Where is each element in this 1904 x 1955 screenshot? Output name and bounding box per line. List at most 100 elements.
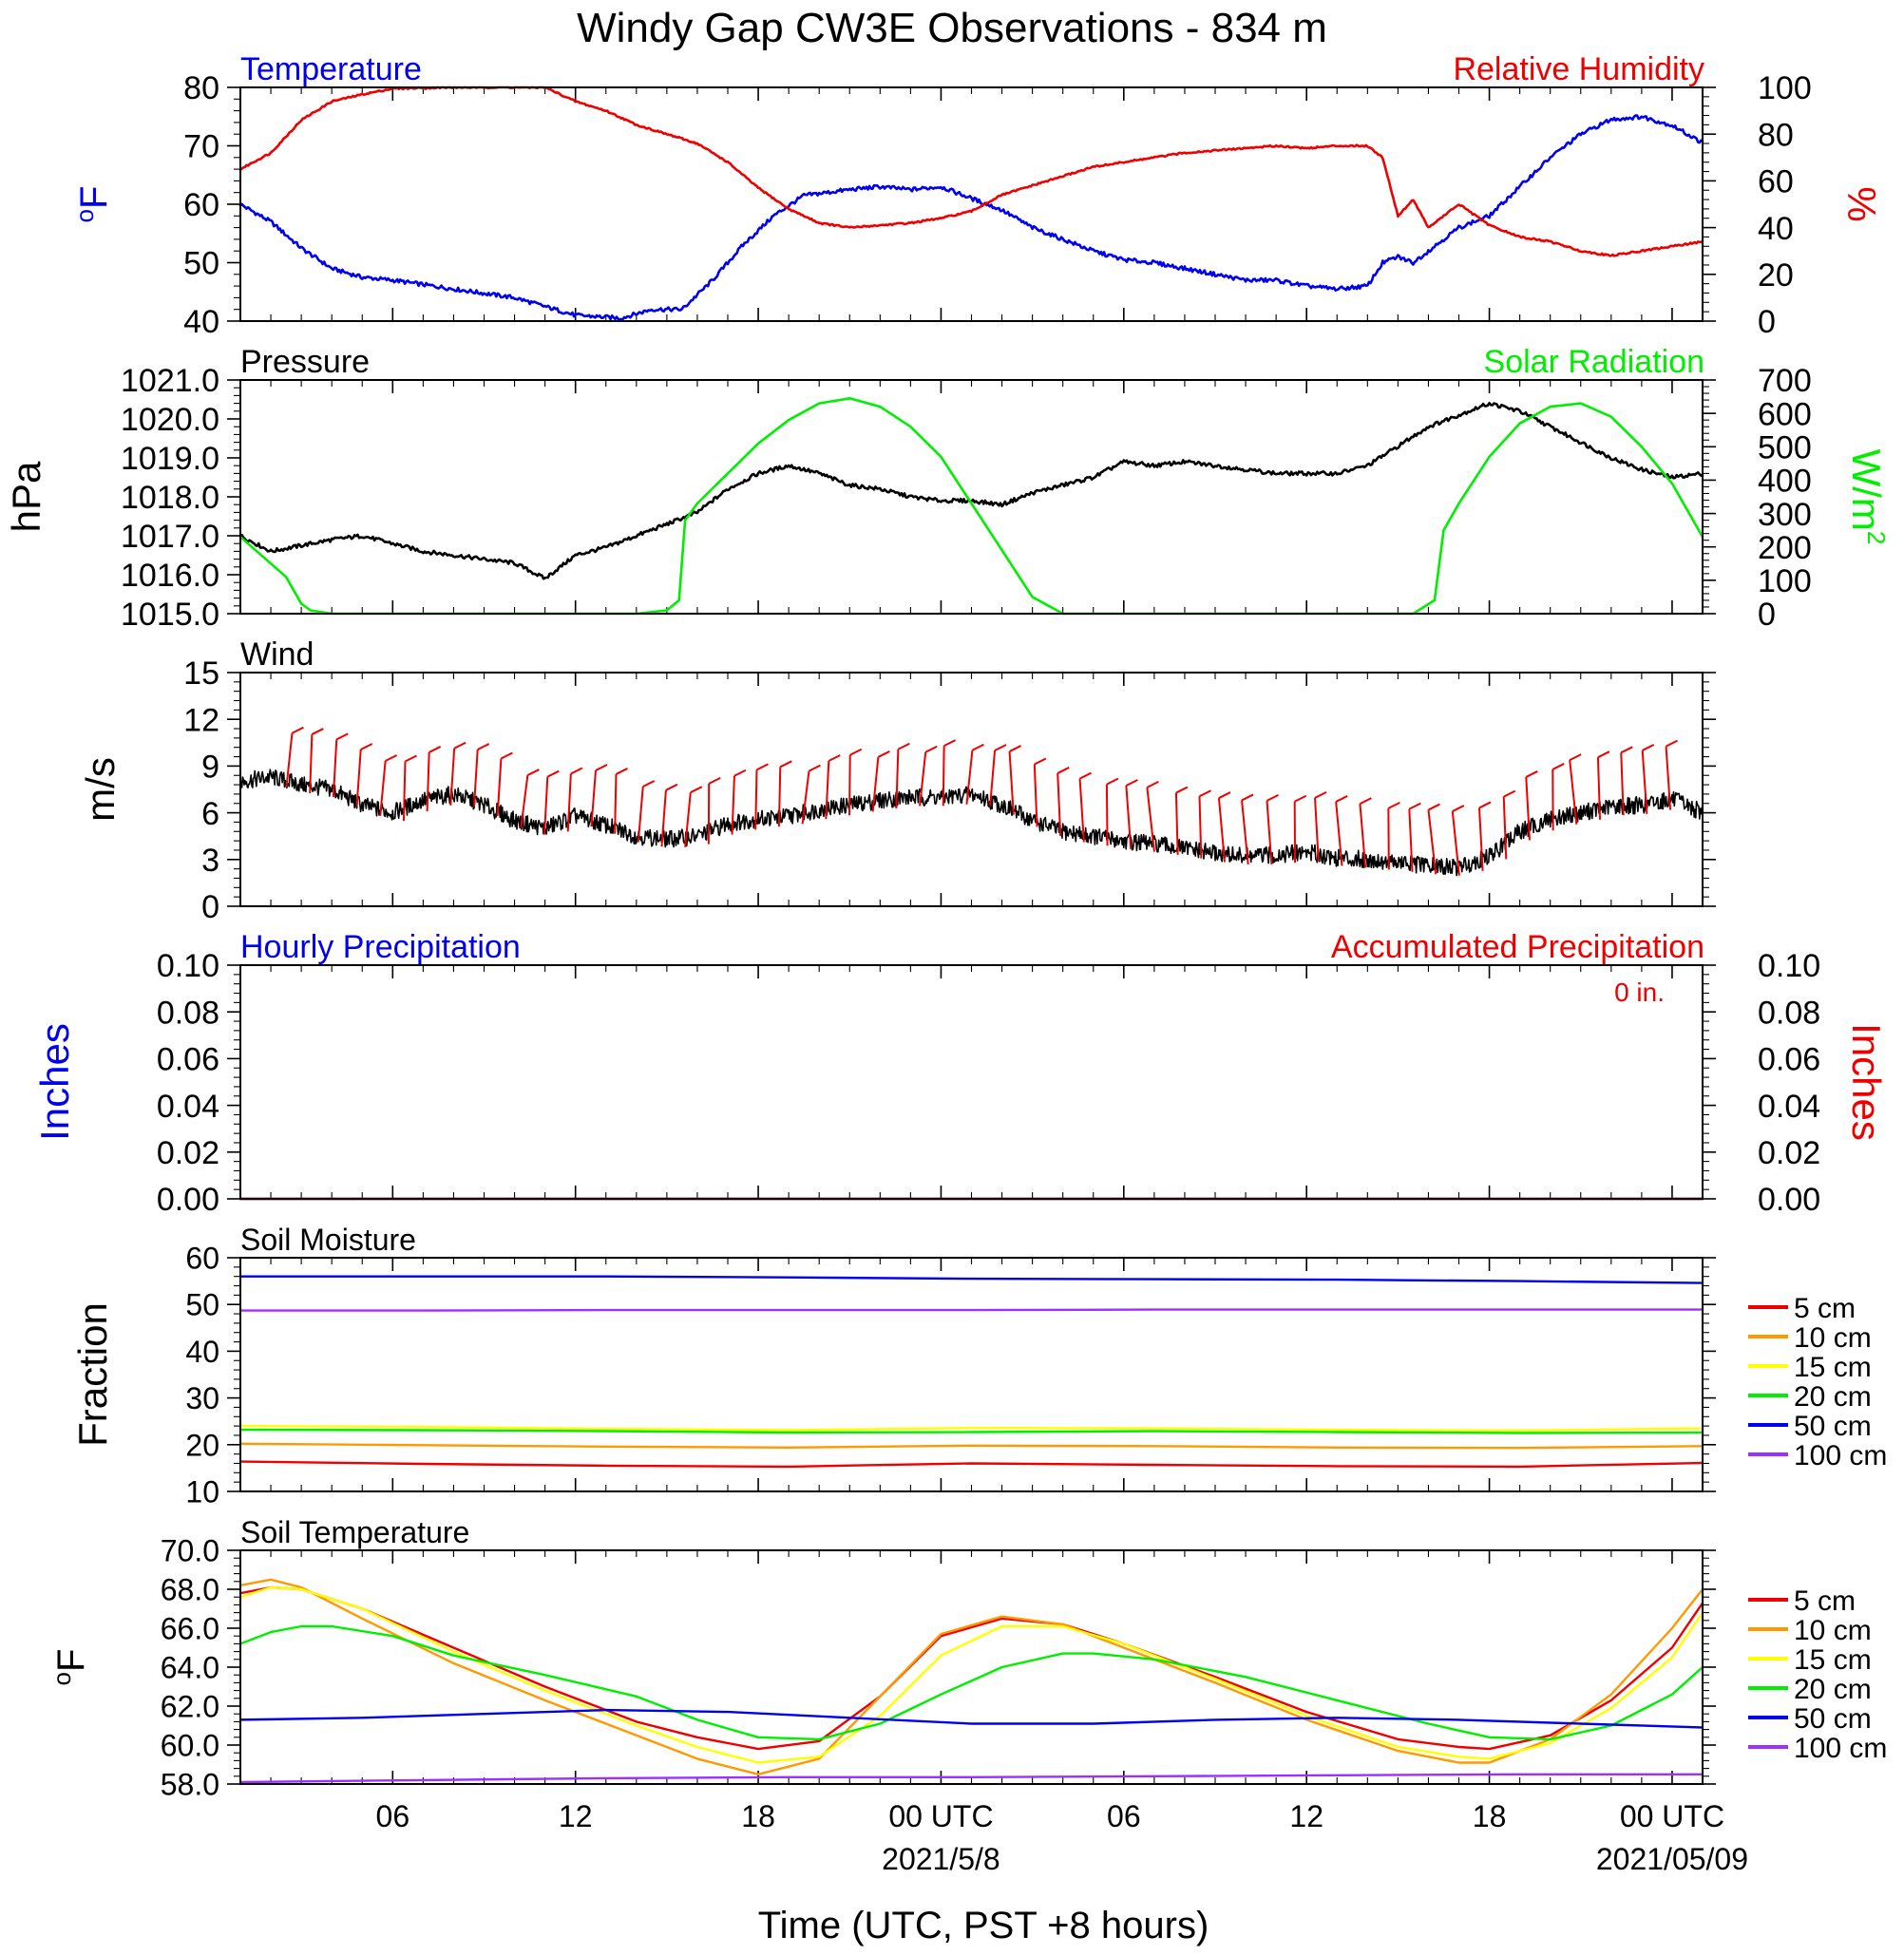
y-tick-label: 1021.0 <box>121 363 219 399</box>
wind-barb-staff <box>285 732 294 788</box>
y2-tick-label: 100 <box>1758 563 1812 599</box>
wind-barb-staff <box>1125 785 1133 850</box>
y-tick-label: 70.0 <box>161 1534 219 1568</box>
y-tick-label: 9 <box>201 750 219 786</box>
panel-4: 0.00 0.02 0.04 0.06 0.08 0.10 0.00 0.02 0.04 0.06… <box>32 929 1889 1218</box>
wind-barb <box>1241 793 1254 865</box>
y2-tick-label: 0.06 <box>1758 1042 1820 1078</box>
y2-tick-label: 0.08 <box>1758 995 1820 1031</box>
series-10-cm <box>238 1442 1704 1450</box>
y-tick-label: 0.10 <box>157 948 219 984</box>
wind-barb <box>754 763 769 830</box>
legend-label: 50 cm <box>1794 1411 1872 1442</box>
series-pressure <box>238 401 1704 580</box>
y-tick-label: 68.0 <box>161 1573 219 1607</box>
y-tick-label: 40 <box>185 1335 219 1369</box>
wind-barb-flag <box>779 760 792 769</box>
wind-barb <box>1217 791 1231 863</box>
legend-label: 20 cm <box>1794 1674 1872 1705</box>
wind-barb <box>1008 745 1021 815</box>
wind-barb <box>1335 795 1348 866</box>
wind-barb-flag <box>897 742 910 750</box>
wind-barb-staff <box>1078 778 1085 843</box>
y-tick-label: 62.0 <box>161 1690 219 1724</box>
y-axis-label: Inches <box>32 1023 77 1141</box>
y2-tick-label: 60 <box>1758 164 1794 200</box>
wind-barb-flag <box>1597 750 1610 759</box>
panel-title-left: Hourly Precipitation <box>240 929 521 965</box>
wind-barb <box>942 739 957 807</box>
x-tick-label: 18 <box>1473 1799 1507 1833</box>
wind-barb-staff <box>1146 787 1155 852</box>
y2-tick-label: 0.10 <box>1758 948 1820 984</box>
figure-title: Windy Gap CW3E Observations - 834 m <box>577 5 1327 51</box>
wind-barb-staff <box>426 751 430 812</box>
y-tick-label: 70 <box>183 129 219 165</box>
y-tick-label: 10 <box>185 1475 219 1509</box>
wind-barb <box>871 750 890 812</box>
wind-barb-staff <box>1057 772 1062 837</box>
wind-barb-staff <box>1105 784 1109 846</box>
wind-barb-flag <box>1452 805 1465 812</box>
wind-barb <box>1314 790 1327 862</box>
series-100-cm <box>238 1308 1704 1312</box>
wind-barb-flag <box>924 745 938 753</box>
y-tick-label: 60.0 <box>161 1729 219 1763</box>
y-tick-label: 58.0 <box>161 1768 219 1802</box>
wind-barb <box>1525 770 1538 841</box>
wind-barb <box>895 742 910 809</box>
x-tick-label: 12 <box>1289 1799 1323 1833</box>
wind-barb <box>543 769 560 835</box>
y-tick-label: 0.06 <box>157 1042 219 1078</box>
wind-barb-staff <box>1217 797 1226 863</box>
y-tick-label: 1019.0 <box>121 441 219 477</box>
legend-label: 10 cm <box>1794 1322 1872 1354</box>
wind-barb <box>496 751 513 816</box>
wind-barb-staff <box>1008 750 1015 815</box>
y-tick-label: 0.04 <box>157 1089 219 1125</box>
wind-barb-staff <box>355 749 362 807</box>
y-tick-label: 50 <box>183 246 219 282</box>
series-relative-humidity <box>238 85 1704 257</box>
wind-barb-flag <box>733 769 747 777</box>
wind-barb-flag <box>405 754 417 763</box>
wind-barb-flag <box>1199 789 1211 798</box>
x-tick-label: 06 <box>376 1799 410 1833</box>
wind-barb-flag <box>1642 744 1655 751</box>
wind-barb-staff <box>801 770 810 825</box>
wind-barb-flag <box>1408 802 1421 810</box>
wind-barb-flag <box>477 743 490 750</box>
wind-barb-flag <box>1034 757 1047 766</box>
wind-barb-staff <box>1174 792 1179 855</box>
wind-barb <box>1125 779 1138 850</box>
wind-barb <box>684 786 703 847</box>
wind-barb-staff <box>1502 796 1508 860</box>
wind-barb <box>1033 757 1047 827</box>
wind-barb-flag <box>1009 745 1021 752</box>
wind-barb-staff <box>1408 808 1414 872</box>
wind-barb-flag <box>428 746 442 753</box>
panel-title-left: Wind <box>240 636 314 673</box>
y2-axis-label: Inches <box>1844 1023 1889 1141</box>
y2-tick-label: 700 <box>1758 363 1812 399</box>
wind-barb-flag <box>1335 795 1348 803</box>
wind-barb-staff <box>777 767 782 827</box>
wind-barb-flag <box>385 754 398 762</box>
wind-barb-flag <box>311 728 324 735</box>
y-tick-label: 12 <box>183 702 219 738</box>
wind-barb-flag <box>1620 746 1633 754</box>
y2-tick-label: 300 <box>1758 497 1812 533</box>
wind-barb <box>332 732 349 798</box>
wind-barb-flag <box>1314 790 1327 799</box>
wind-barb-staff <box>1198 796 1203 859</box>
y-tick-label: 80 <box>183 70 219 106</box>
wind-barb <box>1078 771 1093 843</box>
wind-barb-flag <box>828 754 841 762</box>
panel-frame <box>239 964 1704 1200</box>
wind-barb <box>825 754 841 820</box>
legend-label: 5 cm <box>1794 1293 1856 1324</box>
wind-barb <box>1174 786 1189 855</box>
y2-tick-label: 0.04 <box>1758 1089 1820 1125</box>
